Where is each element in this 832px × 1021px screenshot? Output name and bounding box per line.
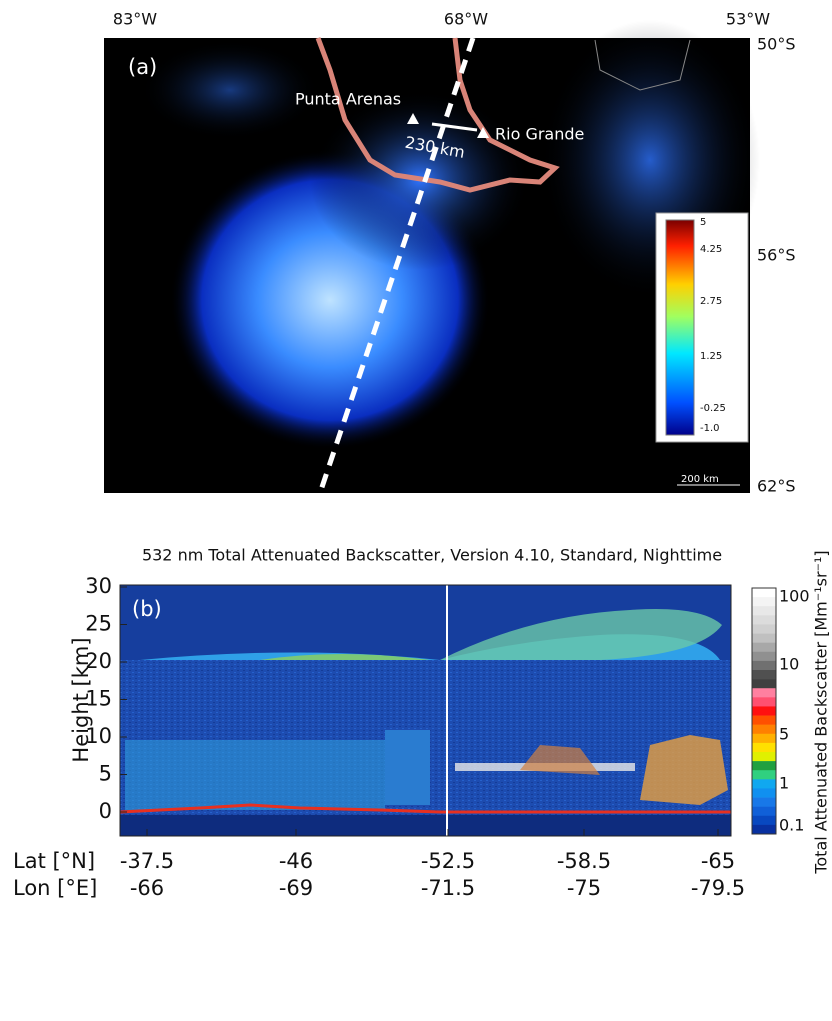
y-tick-label: 0	[99, 799, 112, 823]
lon-tick-label: -71.5	[421, 876, 475, 900]
colorbar-swatch	[752, 733, 776, 744]
colorbar-tick-label: 1.25	[700, 351, 722, 362]
scale-bar-label: 200 km	[681, 474, 719, 485]
colorbar-swatch	[752, 615, 776, 625]
colorbar	[665, 219, 695, 436]
colorbar-tick-label: -1.0	[700, 423, 720, 434]
lon-axis-label: Lon [°E]	[13, 876, 97, 900]
y-tick-label: 30	[85, 574, 112, 598]
lon-label: 83°W	[113, 10, 157, 29]
lon-label: 53°W	[726, 10, 770, 29]
colorbar-swatch	[752, 806, 776, 817]
colorbar-swatch	[752, 706, 776, 716]
y-tick-label: 20	[85, 649, 112, 673]
colorbar-swatch	[752, 697, 776, 707]
panel-b: 532 nm Total Attenuated Backscatter, Ver…	[13, 546, 831, 901]
stratospheric-layer	[260, 654, 430, 660]
distance-bar	[431, 122, 478, 132]
cloud	[385, 730, 430, 805]
coastline	[594, 39, 691, 91]
colorbar-tick-label: 10	[779, 655, 799, 674]
lat-tick-label: -58.5	[557, 849, 611, 873]
y-tick-label: 25	[85, 612, 112, 636]
colorbar-swatch	[752, 815, 776, 826]
colorbar-swatch	[752, 715, 776, 725]
lon-tick-label: -66	[130, 876, 164, 900]
panel-label: (a)	[128, 55, 157, 79]
colorbar-swatch	[752, 624, 776, 634]
colorbar-swatch	[752, 642, 776, 653]
panel-a: (a) Punta Arenas Rio Grande 230 km 83°W …	[104, 10, 796, 496]
y-tick-label: 10	[85, 724, 112, 748]
colorbar-frame	[751, 587, 777, 835]
colorbar-swatch	[752, 824, 776, 835]
colorbar-ticks: 5 4.25 2.75 1.25 -0.25 -1.0	[700, 217, 726, 434]
colorbar-tick-label: 1	[779, 774, 789, 793]
colorbar: 100 10 5 1 0.1	[751, 587, 810, 835]
y-tick-label: 5	[99, 762, 112, 786]
colorbar-swatch	[752, 742, 776, 753]
colorbar-swatch	[752, 670, 776, 680]
colorbar-tick-label: 5	[700, 217, 706, 228]
colorbar-swatch	[752, 770, 776, 780]
ground-return	[119, 803, 731, 814]
y-axis-label: Height [km]	[69, 637, 93, 762]
lon-tick-label: -75	[567, 876, 601, 900]
colorbar-tick-label: 2.75	[700, 296, 722, 307]
lat-label: 50°S	[757, 35, 796, 54]
colorbar-swatch	[752, 761, 776, 771]
colorbar-tick-label: 0.1	[779, 816, 804, 835]
lat-label: 62°S	[757, 477, 796, 496]
plot-frame	[119, 584, 732, 837]
cloud	[640, 735, 728, 805]
colorbar-swatch	[752, 588, 776, 598]
lat-label: 56°S	[757, 246, 796, 265]
colorbar-swatch	[752, 797, 776, 807]
stratospheric-layer	[440, 609, 722, 660]
x-ticks: -37.5 -46 -52.5 -58.5 -65 -66 -69 -71.5 -75 -79.5	[120, 829, 745, 900]
cloud	[520, 745, 600, 775]
lat-tick-label: -37.5	[120, 849, 174, 873]
colorbar-swatch	[752, 651, 776, 662]
colorbar-swatch	[752, 688, 776, 698]
y-tick-label: 15	[85, 687, 112, 711]
colorbar-swatch	[752, 779, 776, 789]
lat-tick-label: -52.5	[421, 849, 475, 873]
lower-aerosol	[125, 740, 385, 810]
lat-tick-label: -65	[701, 849, 735, 873]
y-ticks: 30 25 20 15 10 5 0	[85, 574, 127, 823]
place-label: Punta Arenas	[295, 90, 401, 109]
place-label: Rio Grande	[495, 125, 584, 144]
colorbar-swatch	[752, 679, 776, 689]
colorbar-swatch	[752, 752, 776, 762]
colorbar-swatch	[752, 724, 776, 735]
station-marker	[407, 113, 419, 124]
satellite-track	[317, 37, 476, 494]
colorbar-swatch	[752, 660, 776, 671]
lon-tick-label: -69	[279, 876, 313, 900]
lon-label: 68°W	[444, 10, 488, 29]
colorbar-swatch	[752, 633, 776, 643]
colorbar-tick-label: -0.25	[700, 403, 726, 414]
title: 532 nm Total Attenuated Backscatter, Ver…	[142, 546, 722, 565]
panel-label: (b)	[132, 597, 162, 621]
colorbar-label: Total Attenuated Backscatter [Mm⁻¹sr⁻¹]	[812, 550, 831, 874]
colorbar-swatch	[752, 597, 776, 607]
colorbar-tick-label: 100	[779, 587, 810, 606]
colorbar-swatch	[752, 788, 776, 798]
colorbar-tick-label: 5	[779, 725, 789, 744]
cloud	[140, 40, 320, 140]
lat-axis-label: Lat [°N]	[13, 849, 95, 873]
below-ground	[120, 815, 731, 836]
lat-tick-label: -46	[279, 849, 313, 873]
colorbar-swatch	[752, 606, 776, 616]
lon-tick-label: -79.5	[691, 876, 745, 900]
coastline	[315, 37, 560, 193]
station-marker	[477, 127, 489, 138]
colorbar-tick-label: 4.25	[700, 244, 722, 255]
